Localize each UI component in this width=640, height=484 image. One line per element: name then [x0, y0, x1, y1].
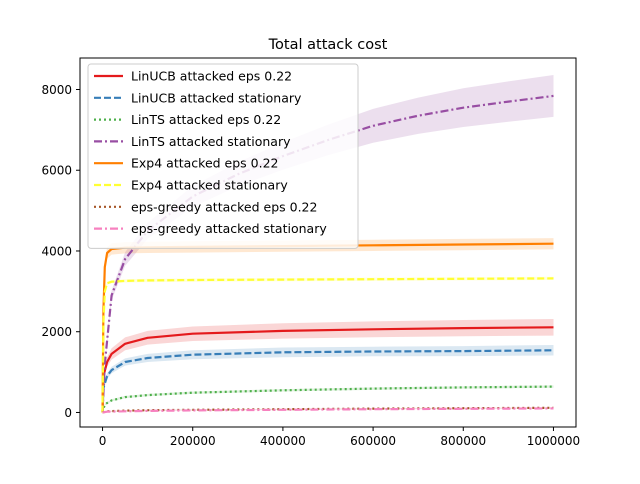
- legend-label: Exp4 attacked stationary: [131, 178, 288, 193]
- y-tick-label: 0: [64, 406, 72, 420]
- y-tick-label: 6000: [41, 164, 72, 178]
- series-band-1: [102, 345, 554, 413]
- y-tick-label: 2000: [41, 325, 72, 339]
- y-axis: 0 2000 4000 6000 8000: [41, 83, 80, 420]
- x-tick-label: 600000: [350, 434, 396, 448]
- y-tick-label: 4000: [41, 244, 72, 258]
- legend-label: LinTS attacked eps 0.22: [131, 112, 281, 127]
- legend-label: LinUCB attacked stationary: [131, 90, 302, 105]
- legend-label: LinTS attacked stationary: [131, 134, 291, 149]
- x-tick-label: 1000000: [527, 434, 580, 448]
- x-tick-label: 800000: [440, 434, 486, 448]
- series-line-0: [101, 326, 554, 413]
- x-tick-label: 200000: [170, 434, 216, 448]
- plot-frame: [79, 57, 577, 428]
- x-axis: 0 200000 400000 600000 800000 1000000: [99, 427, 580, 448]
- series-band-0: [102, 319, 554, 413]
- y-tick-label: 8000: [41, 83, 72, 97]
- legend-label: eps-greedy attacked stationary: [131, 221, 327, 236]
- legend-label: LinUCB attacked eps 0.22: [131, 69, 292, 84]
- series-line-1: [101, 349, 554, 413]
- legend-box: [87, 63, 359, 249]
- x-tick-label: 0: [99, 434, 107, 448]
- series-line-6: [102, 406, 554, 414]
- series-line-5: [101, 277, 554, 413]
- series-line-2: [101, 385, 554, 413]
- legend-label: Exp4 attacked eps 0.22: [131, 156, 279, 171]
- x-tick-label: 400000: [260, 434, 306, 448]
- legend: LinUCB attacked eps 0.22 LinUCB attacked …: [87, 63, 359, 249]
- legend-label: eps-greedy attacked eps 0.22: [131, 199, 317, 214]
- series-band-5: [102, 276, 554, 413]
- chart-title: Total attack cost: [268, 37, 388, 53]
